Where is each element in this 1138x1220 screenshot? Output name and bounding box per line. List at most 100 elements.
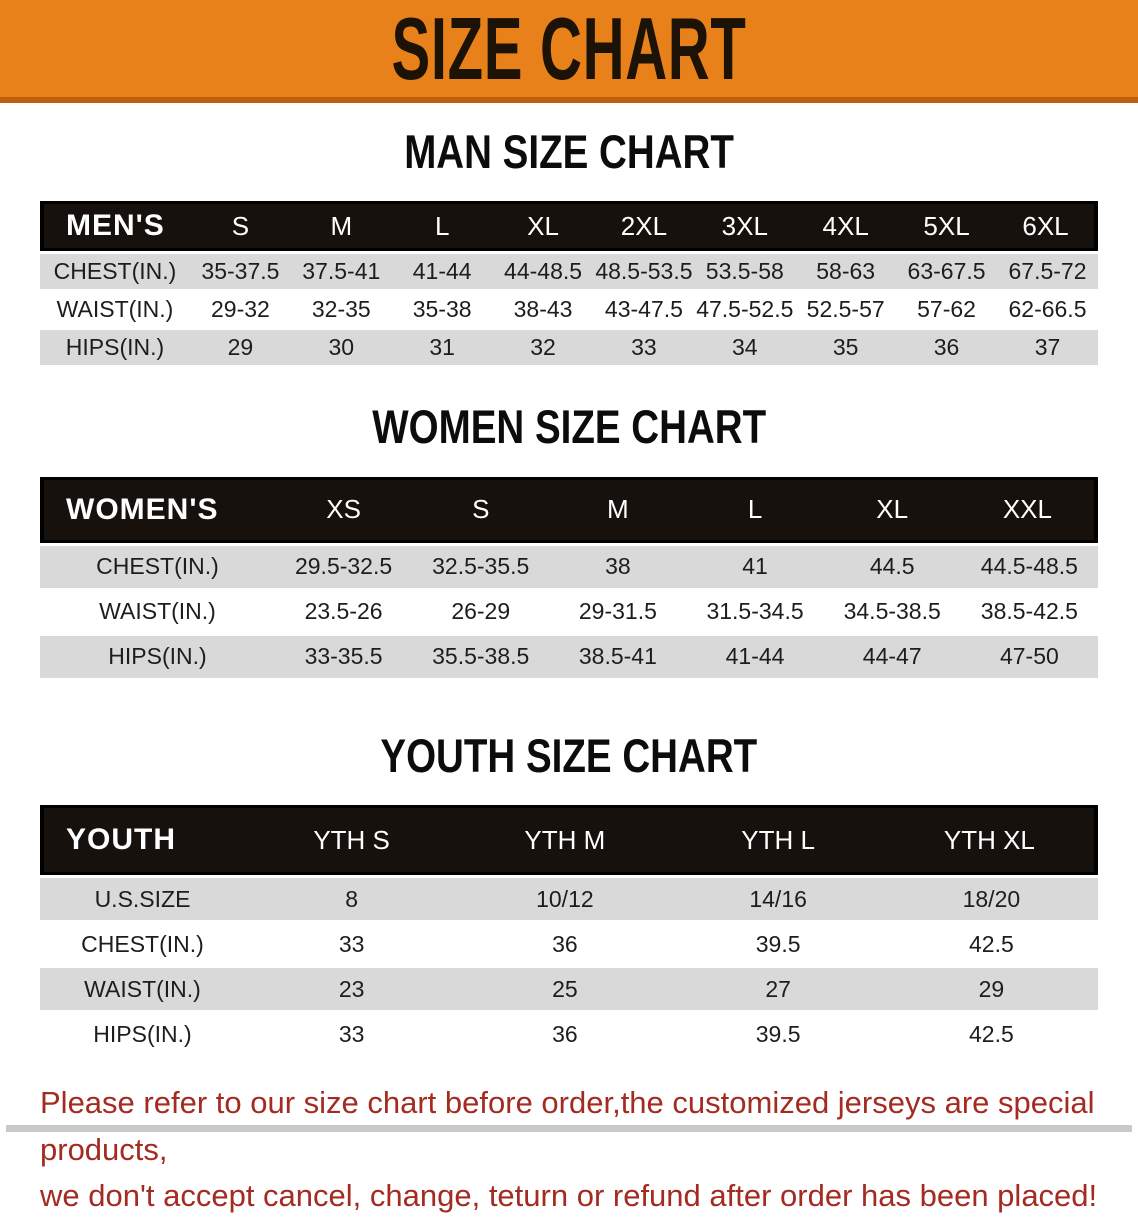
- youth-size-table: YOUTH YTH S YTH M YTH L YTH XL U.S.SIZE 8 10/12…: [40, 802, 1098, 1058]
- men-section-heading-text: MAN SIZE CHART: [404, 125, 734, 178]
- table-row: HIPS(IN.) 29 30 31 32 33 34 35 36 37: [40, 330, 1098, 366]
- measurement-cell: 10/12: [458, 878, 672, 921]
- measurement-cell: 53.5-58: [694, 254, 796, 290]
- row-label: WAIST(IN.): [40, 968, 245, 1011]
- table-title-cell: YOUTH: [40, 805, 245, 876]
- table-header-row: WOMEN'S XS S M L XL XXL: [40, 476, 1098, 543]
- size-column-header: M: [549, 476, 687, 543]
- table-row: U.S.SIZE 8 10/12 14/16 18/20: [40, 878, 1098, 921]
- measurement-cell: 43-47.5: [593, 292, 695, 328]
- table-row: WAIST(IN.) 23.5-26 26-29 29-31.5 31.5-34.5 34…: [40, 590, 1098, 633]
- measurement-cell: 18/20: [884, 878, 1098, 921]
- measurement-cell: 35-37.5: [190, 254, 291, 290]
- measurement-cell: 32.5-35.5: [412, 545, 550, 588]
- measurement-cell: 35: [795, 330, 897, 366]
- size-column-header: XS: [275, 476, 413, 543]
- measurement-cell: 42.5: [884, 1013, 1098, 1056]
- measurement-cell: 30: [290, 330, 392, 366]
- measurement-cell: 38.5-42.5: [960, 590, 1098, 633]
- table-row: HIPS(IN.) 33 36 39.5 42.5: [40, 1013, 1098, 1056]
- table-row: CHEST(IN.) 29.5-32.5 32.5-35.5 38 41 44.5 44.5…: [40, 545, 1098, 588]
- size-column-header: 3XL: [694, 201, 796, 252]
- row-label: CHEST(IN.): [40, 923, 245, 966]
- measurement-cell: 52.5-57: [795, 292, 897, 328]
- size-column-header: 2XL: [593, 201, 695, 252]
- measurement-cell: 41-44: [391, 254, 493, 290]
- measurement-cell: 31.5-34.5: [686, 590, 824, 633]
- disclaimer-text: Please refer to our size chart before or…: [40, 1080, 1138, 1220]
- size-column-header: L: [686, 476, 824, 543]
- men-section-heading: MAN SIZE CHART: [0, 125, 1138, 178]
- size-column-header: YTH L: [671, 805, 885, 876]
- measurement-cell: 33: [593, 330, 695, 366]
- measurement-cell: 23.5-26: [275, 590, 413, 633]
- measurement-cell: 38.5-41: [549, 635, 687, 678]
- size-column-header: XXL: [960, 476, 1098, 543]
- measurement-cell: 37.5-41: [290, 254, 392, 290]
- measurement-cell: 31: [391, 330, 493, 366]
- size-column-header: YTH S: [245, 805, 459, 876]
- measurement-cell: 29: [884, 968, 1098, 1011]
- measurement-cell: 33: [245, 923, 459, 966]
- measurement-cell: 41: [686, 545, 824, 588]
- measurement-cell: 38: [549, 545, 687, 588]
- measurement-cell: 44-47: [823, 635, 961, 678]
- measurement-cell: 63-67.5: [896, 254, 997, 290]
- measurement-cell: 48.5-53.5: [593, 254, 695, 290]
- measurement-cell: 29: [190, 330, 291, 366]
- measurement-cell: 27: [671, 968, 885, 1011]
- measurement-cell: 26-29: [412, 590, 550, 633]
- women-size-table: WOMEN'S XS S M L XL XXL CHEST(IN.) 29.5-32.5 32.5…: [40, 474, 1098, 681]
- measurement-cell: 23: [245, 968, 459, 1011]
- table-title-cell: MEN'S: [40, 201, 190, 252]
- men-size-table: MEN'S S M L XL 2XL 3XL 4XL 5XL 6XL CHEST(IN.) 35-37…: [40, 198, 1098, 368]
- measurement-cell: 34: [694, 330, 796, 366]
- table-row: CHEST(IN.) 33 36 39.5 42.5: [40, 923, 1098, 966]
- row-label: HIPS(IN.): [40, 635, 275, 678]
- row-label: HIPS(IN.): [40, 330, 190, 366]
- measurement-cell: 36: [458, 923, 672, 966]
- men-size-table-container: MEN'S S M L XL 2XL 3XL 4XL 5XL 6XL CHEST(IN.) 35-37…: [40, 198, 1098, 368]
- measurement-cell: 41-44: [686, 635, 824, 678]
- measurement-cell: 32-35: [290, 292, 392, 328]
- measurement-cell: 39.5: [671, 1013, 885, 1056]
- size-column-header: 4XL: [795, 201, 897, 252]
- measurement-cell: 34.5-38.5: [823, 590, 961, 633]
- table-row: WAIST(IN.) 29-32 32-35 35-38 38-43 43-47.5 47.…: [40, 292, 1098, 328]
- size-column-header: XL: [492, 201, 594, 252]
- measurement-cell: 35-38: [391, 292, 493, 328]
- women-size-table-container: WOMEN'S XS S M L XL XXL CHEST(IN.) 29.5-32.5 32.5…: [40, 474, 1098, 681]
- table-title-cell: WOMEN'S: [40, 476, 275, 543]
- disclaimer-line-2: we don't accept cancel, change, teturn o…: [40, 1178, 1098, 1214]
- measurement-cell: 44.5-48.5: [960, 545, 1098, 588]
- measurement-cell: 44.5: [823, 545, 961, 588]
- size-column-header: S: [412, 476, 550, 543]
- measurement-cell: 8: [245, 878, 459, 921]
- youth-section-heading-text: YOUTH SIZE CHART: [380, 728, 758, 782]
- row-label: CHEST(IN.): [40, 545, 275, 588]
- size-column-header: L: [391, 201, 493, 252]
- table-header-row: MEN'S S M L XL 2XL 3XL 4XL 5XL 6XL: [40, 201, 1098, 252]
- youth-section-heading: YOUTH SIZE CHART: [0, 728, 1138, 782]
- measurement-cell: 39.5: [671, 923, 885, 966]
- measurement-cell: 14/16: [671, 878, 885, 921]
- measurement-cell: 35.5-38.5: [412, 635, 550, 678]
- measurement-cell: 33: [245, 1013, 459, 1056]
- banner-title: SIZE CHART: [391, 0, 747, 98]
- table-row: CHEST(IN.) 35-37.5 37.5-41 41-44 44-48.5 48.5…: [40, 254, 1098, 290]
- size-column-header: M: [290, 201, 392, 252]
- measurement-cell: 37: [997, 330, 1098, 366]
- measurement-cell: 38-43: [492, 292, 594, 328]
- size-column-header: YTH M: [458, 805, 672, 876]
- row-label: U.S.SIZE: [40, 878, 245, 921]
- youth-size-table-container: YOUTH YTH S YTH M YTH L YTH XL U.S.SIZE 8 10/12…: [40, 802, 1098, 1058]
- measurement-cell: 47-50: [960, 635, 1098, 678]
- measurement-cell: 29-31.5: [549, 590, 687, 633]
- table-header-row: YOUTH YTH S YTH M YTH L YTH XL: [40, 805, 1098, 876]
- measurement-cell: 32: [492, 330, 594, 366]
- row-label: CHEST(IN.): [40, 254, 190, 290]
- table-row: WAIST(IN.) 23 25 27 29: [40, 968, 1098, 1011]
- size-chart-banner: SIZE CHART: [0, 0, 1138, 103]
- row-label: WAIST(IN.): [40, 292, 190, 328]
- measurement-cell: 36: [896, 330, 997, 366]
